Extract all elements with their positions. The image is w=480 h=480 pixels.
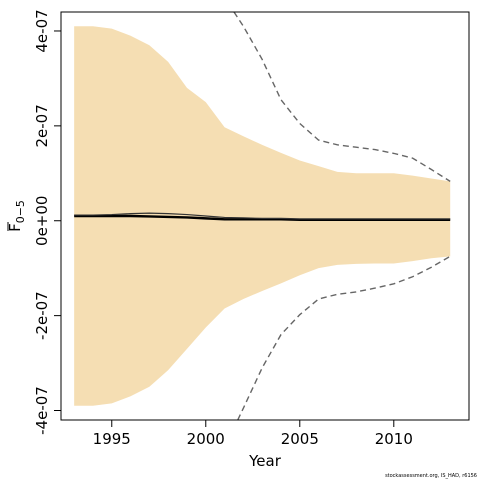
confidence-band: [74, 26, 451, 406]
y-tick-label: -4e-07: [33, 386, 51, 435]
x-axis-title: Year: [248, 452, 282, 470]
series-line-layer: [74, 12, 451, 420]
y-axis-title: F0−5: [6, 200, 27, 232]
y-tick-label: 4e-07: [33, 9, 51, 52]
x-axis: 1995 2000 2005 2010: [93, 420, 413, 448]
y-tick-label: -2e-07: [33, 291, 51, 340]
svg-text:F0−5: F0−5: [6, 200, 27, 232]
x-tick-label: 2005: [281, 430, 319, 448]
dashed-lower-line: [237, 255, 451, 420]
median-line: [74, 214, 451, 221]
footer-credit: stockassessment.org, IS_HAD, r6156: [385, 473, 477, 479]
y-tick-label: 2e-07: [33, 104, 51, 147]
y-axis-title-main: F: [6, 223, 24, 232]
mean-line: [74, 212, 451, 220]
x-tick-label: 2000: [187, 430, 225, 448]
y-tick-label: 0e+00: [33, 196, 51, 246]
confidence-band-layer: [74, 26, 451, 406]
x-tick-label: 1995: [93, 430, 131, 448]
dashed-upper-line: [233, 12, 451, 182]
x-tick-label: 2010: [375, 430, 413, 448]
y-axis-title-subscript: 0−5: [14, 200, 27, 223]
plot-frame: [60, 11, 470, 421]
y-axis: -4e-07 -2e-07 0e+00 2e-07 4e-07: [33, 9, 61, 435]
